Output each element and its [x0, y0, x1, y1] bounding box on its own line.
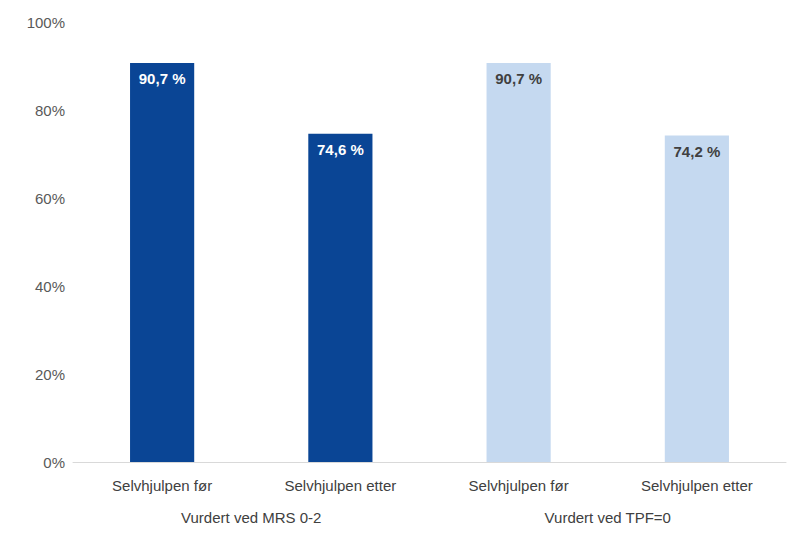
svg-text:100%: 100% [27, 14, 65, 31]
svg-text:Selvhjulpen før: Selvhjulpen før [469, 477, 569, 494]
svg-text:Selvhjulpen etter: Selvhjulpen etter [641, 477, 753, 494]
svg-text:Selvhjulpen etter: Selvhjulpen etter [285, 477, 397, 494]
svg-text:0%: 0% [43, 454, 65, 471]
svg-text:Selvhjulpen før: Selvhjulpen før [112, 477, 212, 494]
svg-text:Vurdert ved TPF=0: Vurdert ved TPF=0 [545, 509, 671, 526]
svg-text:20%: 20% [35, 366, 65, 383]
svg-text:60%: 60% [35, 190, 65, 207]
svg-text:40%: 40% [35, 278, 65, 295]
svg-text:90,7 %: 90,7 % [139, 70, 186, 87]
svg-text:Vurdert ved MRS 0-2: Vurdert ved MRS 0-2 [181, 509, 321, 526]
svg-text:90,7 %: 90,7 % [495, 70, 542, 87]
svg-text:74,6 %: 74,6 % [317, 141, 364, 158]
svg-text:74,2 %: 74,2 % [674, 143, 721, 160]
svg-text:80%: 80% [35, 102, 65, 119]
